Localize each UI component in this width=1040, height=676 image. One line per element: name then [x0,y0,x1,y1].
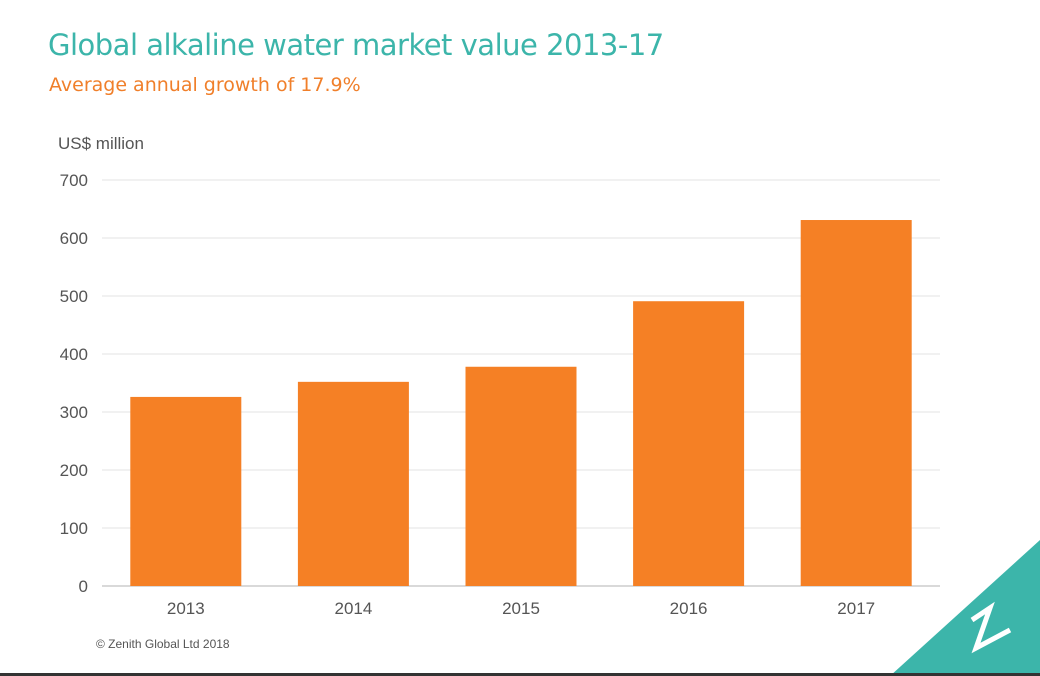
x-tick-label: 2016 [670,599,708,618]
y-tick-label: 600 [60,229,88,248]
chart-title: Global alkaline water market value 2013-… [48,28,664,62]
y-tick-label: 100 [60,519,88,538]
y-tick-label: 200 [60,461,88,480]
chart-subtitle: Average annual growth of 17.9% [49,74,361,96]
y-tick-label: 500 [60,287,88,306]
y-axis-label: US$ million [58,134,144,153]
y-tick-label: 300 [60,403,88,422]
bar-2013 [130,396,242,586]
bar-2014 [297,381,409,586]
y-tick-label: 700 [60,171,88,190]
y-tick-label: 0 [79,577,88,596]
x-tick-label: 2014 [334,599,372,618]
bar-2017 [800,220,912,586]
y-tick-label: 400 [60,345,88,364]
z-logo-icon [970,601,1012,654]
x-tick-label: 2017 [837,599,875,618]
bottom-border [0,673,1040,676]
zenith-logo [880,540,1040,676]
x-tick-label: 2013 [167,599,205,618]
bar-2015 [465,366,577,586]
copyright: © Zenith Global Ltd 2018 [96,637,230,651]
bar-2016 [633,301,745,586]
logo-triangle [890,540,1040,676]
x-tick-label: 2015 [502,599,540,618]
